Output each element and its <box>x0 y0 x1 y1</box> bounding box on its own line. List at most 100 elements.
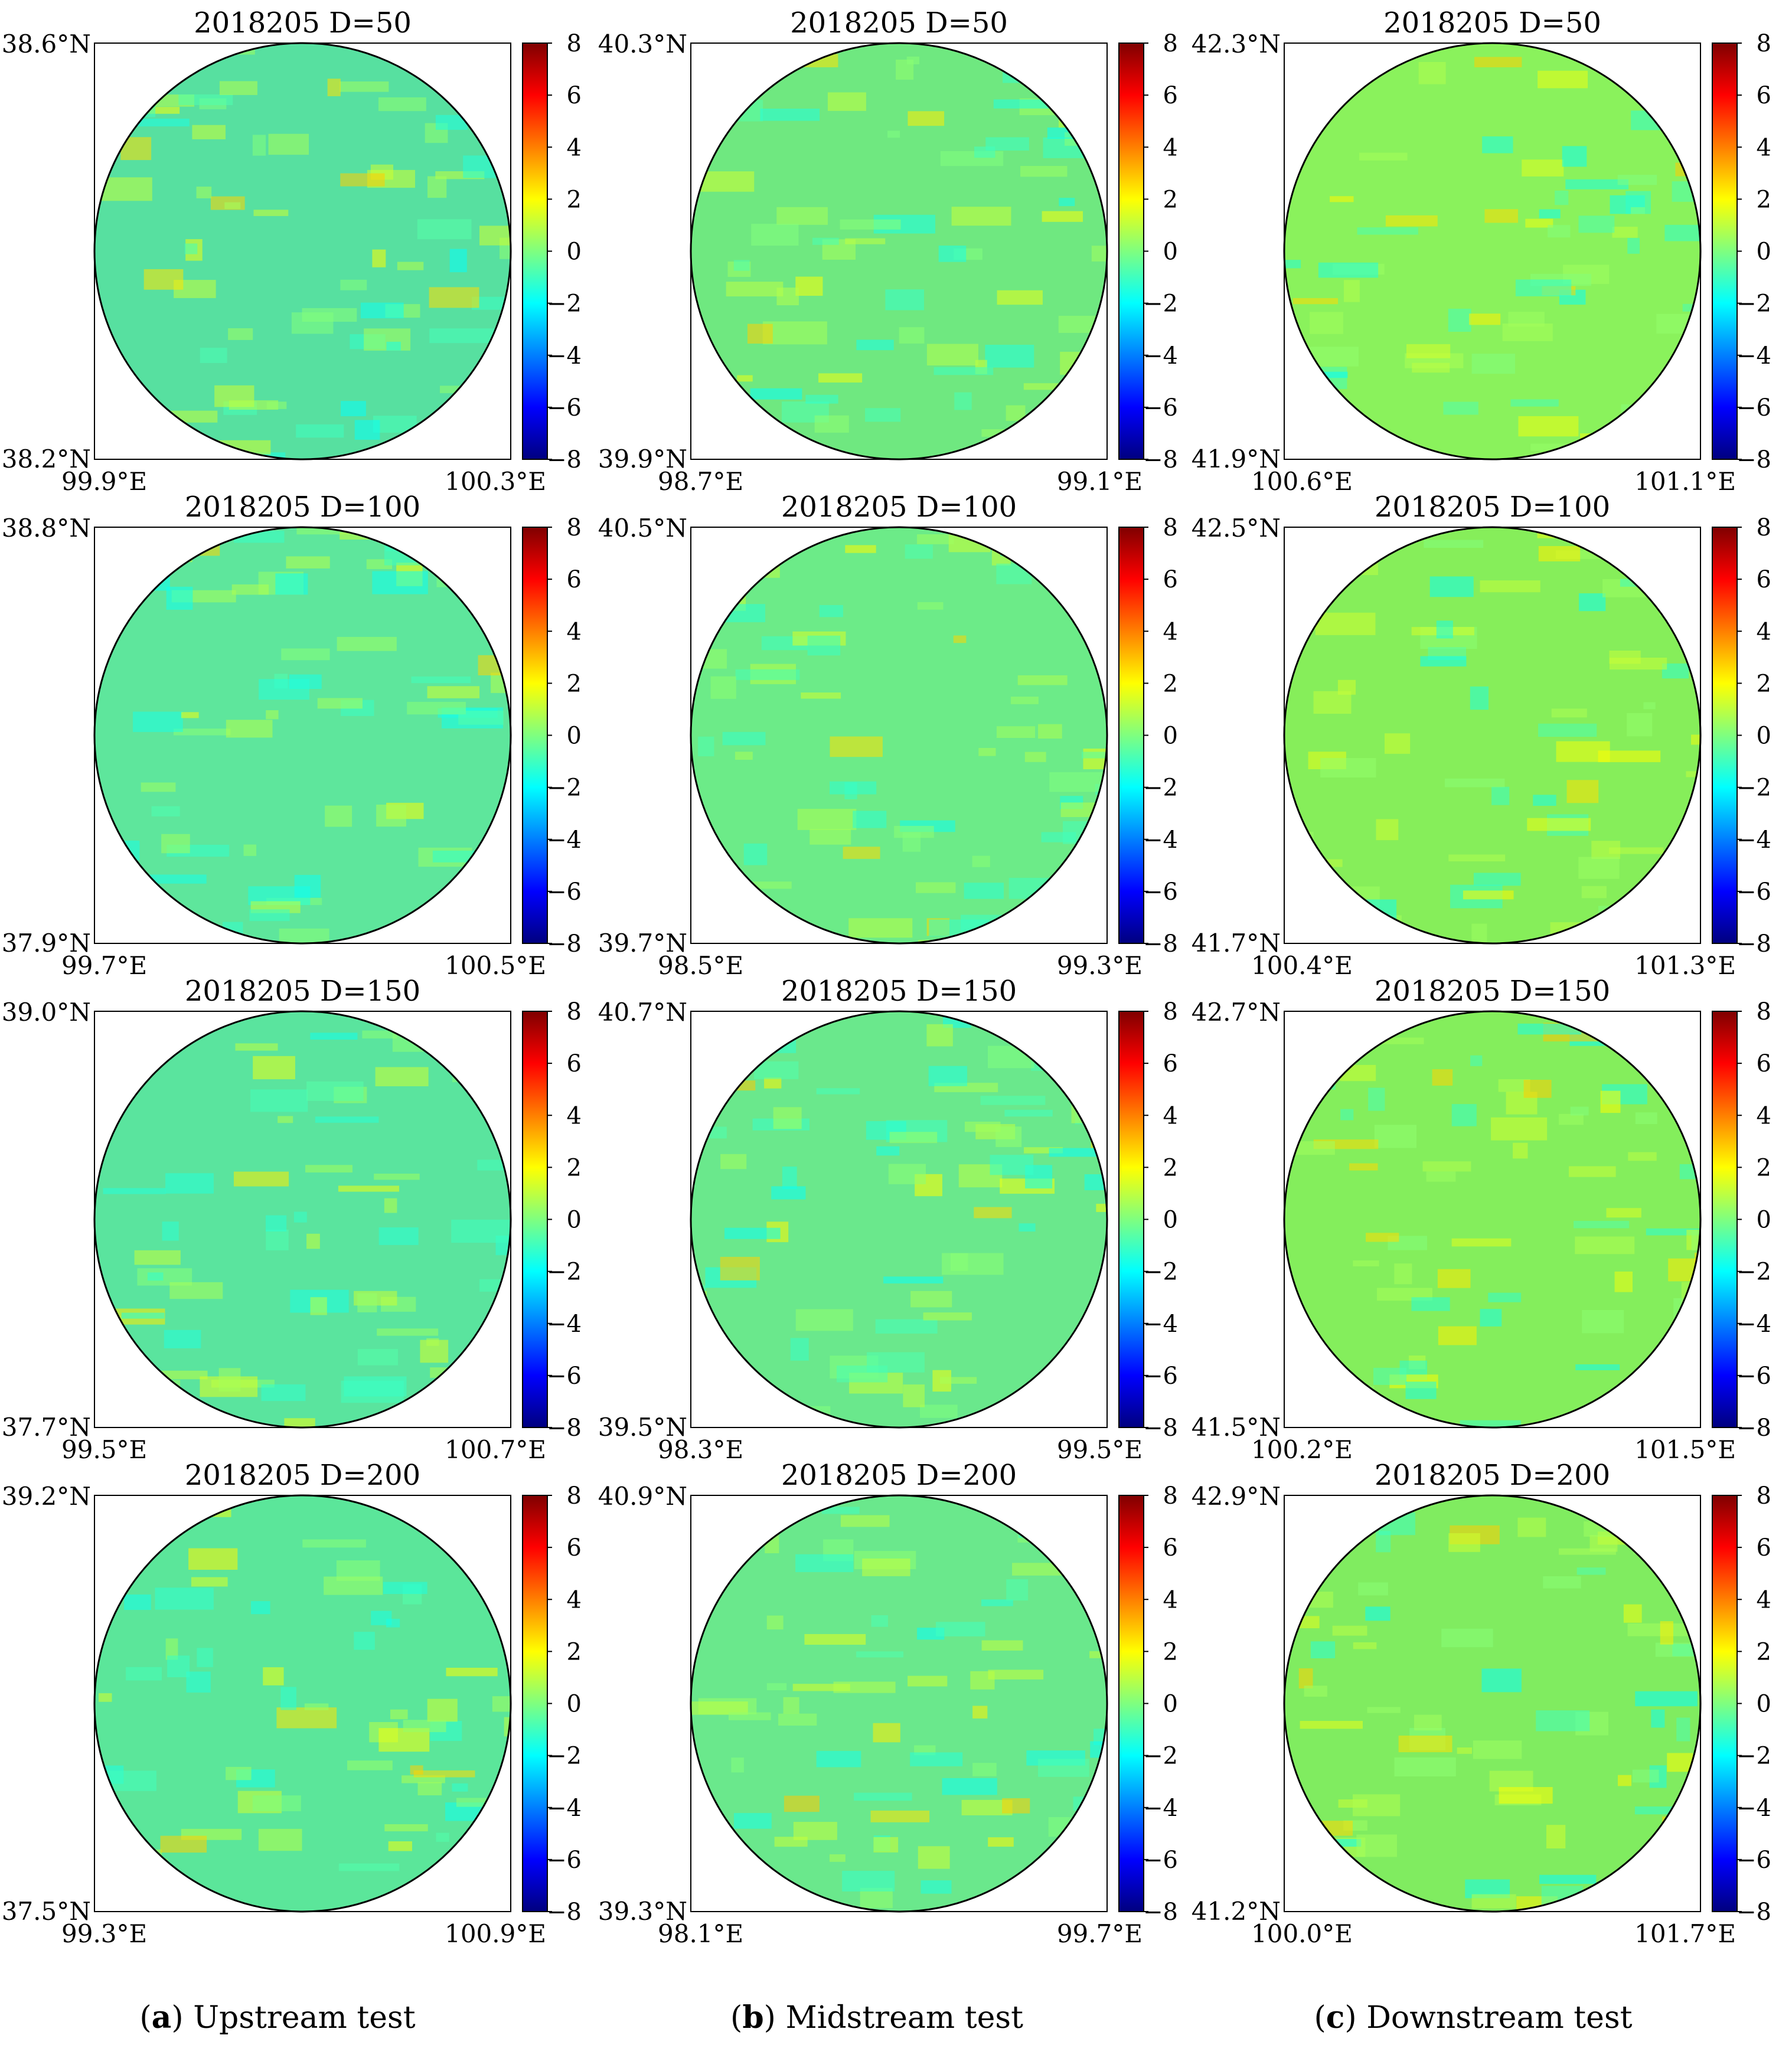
heatmap-cell <box>1562 146 1587 167</box>
heatmap-cell <box>1609 657 1667 670</box>
heatmap-cell <box>337 636 397 651</box>
heatmap-cell <box>1320 757 1376 778</box>
colorbar-tick-label: −8 <box>1736 1414 1771 1442</box>
heatmap-cell <box>400 1012 433 1029</box>
heatmap-cell <box>191 1577 228 1587</box>
heatmap-cell <box>410 1765 423 1775</box>
heatmap-cell <box>1313 691 1352 714</box>
heatmap-cell <box>250 1089 308 1112</box>
plot-frame <box>1284 527 1701 944</box>
heatmap-cell <box>908 111 945 126</box>
heatmap-cell <box>149 1527 176 1534</box>
heatmap-cell <box>304 1703 329 1710</box>
colorbar-tick-label: 8 <box>567 998 582 1025</box>
heatmap-cell <box>1058 315 1107 333</box>
colorbar: 8 6 4 2 0 −2 −4 −6 −8 <box>1118 998 1178 1442</box>
heatmap-cell <box>1471 354 1515 374</box>
heatmap-cell <box>1018 1523 1080 1538</box>
heatmap-cell <box>1627 238 1640 254</box>
heatmap-background <box>94 527 511 943</box>
heatmap-cell <box>784 54 838 67</box>
heatmap-cell <box>1426 1171 1456 1182</box>
heatmap-cell <box>1420 656 1467 667</box>
colorbar-bar <box>522 43 548 460</box>
lon-right-label: 99.7°E <box>1057 1919 1143 1948</box>
heatmap-cell <box>771 1412 805 1427</box>
heatmap-cell <box>375 1067 429 1087</box>
lat-top-label: 42.3°N <box>1192 30 1281 58</box>
heatmap-cell <box>377 1328 439 1336</box>
colorbar-tick-label: −4 <box>1736 1795 1771 1822</box>
heatmap-cell <box>1374 1125 1417 1148</box>
panel-3-1: 2018205 D=150 39.0°N 37.7°N99.5°E 100.7°E 8 6… <box>2 975 582 1464</box>
heatmap-cell <box>942 1253 1004 1275</box>
heatmap-cell <box>848 918 913 938</box>
heatmap-cell <box>372 571 428 594</box>
heatmap-cell <box>728 1712 771 1720</box>
colorbar-tick-label: 4 <box>567 1586 582 1613</box>
heatmap-cell <box>1084 1174 1107 1191</box>
heatmap-cell <box>1008 877 1061 899</box>
colorbar-bar <box>1712 1495 1738 1912</box>
heatmap-cell <box>1584 1521 1637 1537</box>
captions: (a) Upstream test (b) Midstream test (c) D… <box>139 2000 1632 2036</box>
heatmap-cell <box>954 392 972 410</box>
heatmap-cell <box>1667 1753 1693 1772</box>
lat-top-label: 40.5°N <box>598 514 687 543</box>
heatmap <box>94 1011 511 1427</box>
heatmap-cell <box>197 1648 213 1667</box>
heatmap-cell <box>1304 1685 1327 1697</box>
lon-right-label: 100.9°E <box>445 1919 546 1948</box>
heatmap-cell <box>1556 741 1610 762</box>
colorbar-tick-label: −6 <box>547 394 582 422</box>
heatmap-cell <box>1538 723 1597 737</box>
heatmap-cell <box>178 94 233 106</box>
colorbar-bar <box>1712 527 1738 944</box>
colorbar-tick-label: 4 <box>1163 1102 1178 1129</box>
heatmap-cell <box>1473 873 1521 886</box>
heatmap-cell <box>155 1587 214 1610</box>
heatmap-cell <box>764 1077 782 1089</box>
heatmap-cell <box>229 400 279 410</box>
colorbar: 8 6 4 2 0 −2 −4 −6 −8 <box>1118 514 1178 958</box>
heatmap-cell <box>840 219 901 230</box>
heatmap-cell <box>997 290 1043 305</box>
heatmap-cell <box>1679 354 1695 361</box>
heatmap-cell <box>1606 1208 1641 1218</box>
colorbar-tick-label: 8 <box>567 30 582 57</box>
heatmap-cell <box>261 1384 306 1402</box>
heatmap-cell <box>386 341 401 351</box>
colorbar-bar <box>1712 43 1738 460</box>
heatmap-cell <box>804 1634 866 1645</box>
colorbar-tick-label: −8 <box>547 1414 582 1442</box>
heatmap-cell <box>844 782 857 799</box>
heatmap-cell <box>1523 1080 1552 1098</box>
lon-left-label: 100.4°E <box>1251 951 1353 980</box>
heatmap-cell <box>1623 1604 1642 1623</box>
heatmap-cell <box>1357 227 1418 235</box>
lat-bottom-label: 39.5°N <box>598 1413 687 1442</box>
heatmap-cell <box>812 237 839 245</box>
plot-frame <box>1284 1011 1701 1428</box>
heatmap-cell <box>306 1233 320 1249</box>
lat-top-label: 38.8°N <box>2 514 91 543</box>
colorbar-tick-label: 0 <box>1163 1691 1178 1718</box>
colorbar-tick-label: 4 <box>1163 1586 1178 1613</box>
colorbar-bar <box>1118 43 1144 460</box>
panel-3-2: 2018205 D=150 40.7°N 39.5°N98.3°E 99.5°E 8 6 4… <box>598 975 1178 1464</box>
colorbar-tick-label: −2 <box>547 775 582 802</box>
heatmap-cell <box>928 1066 968 1086</box>
heatmap-cell <box>1546 1825 1566 1849</box>
heatmap-cell <box>843 847 880 859</box>
heatmap-cell <box>1630 567 1677 585</box>
heatmap-cell <box>985 344 1034 368</box>
heatmap-cell <box>103 1188 166 1194</box>
heatmap-cell <box>306 1081 364 1101</box>
heatmap-cell <box>169 1282 223 1299</box>
colorbar-tick-label: 2 <box>567 1154 582 1181</box>
heatmap-cell <box>388 1841 412 1851</box>
heatmap-cell <box>795 1554 854 1572</box>
heatmap-cell <box>414 55 452 68</box>
heatmap-cell <box>1656 313 1700 334</box>
heatmap-cell <box>1075 48 1107 68</box>
